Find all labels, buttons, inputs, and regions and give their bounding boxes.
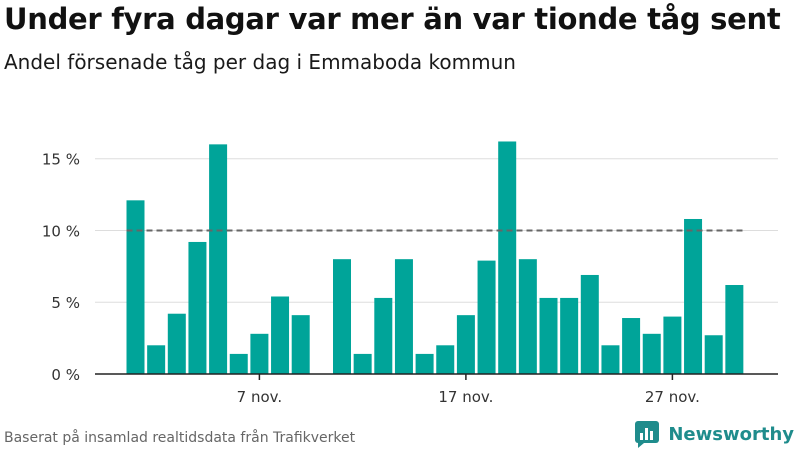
- bars: [126, 141, 744, 374]
- y-tick-label: 5 %: [51, 294, 80, 312]
- y-tick-label: 10 %: [42, 222, 80, 240]
- bar: [560, 297, 579, 374]
- bar: [188, 241, 207, 374]
- bar: [229, 353, 248, 374]
- bar: [580, 274, 599, 374]
- bar: [167, 313, 186, 374]
- bar: [725, 285, 744, 374]
- bar: [477, 260, 496, 374]
- brand-logo: Newsworthy: [634, 419, 794, 449]
- brand-name: Newsworthy: [668, 423, 794, 445]
- bar: [663, 316, 682, 374]
- newsworthy-logo-icon: [635, 421, 660, 448]
- bar: [291, 315, 310, 374]
- bar: [271, 296, 290, 374]
- x-tick-label: 7 nov.: [237, 388, 282, 406]
- bar: [642, 333, 661, 374]
- bar: [498, 141, 517, 374]
- bar: [333, 259, 351, 374]
- bar: [601, 345, 620, 374]
- y-axis-ticks: 0 % 5 % 10 % 15 %: [42, 151, 80, 384]
- source-note: Baserat på insamlad realtidsdata från Tr…: [4, 430, 356, 446]
- bar: [456, 315, 475, 374]
- bar: [374, 297, 393, 374]
- bar: [209, 144, 228, 374]
- y-tick-label: 15 %: [42, 151, 80, 169]
- bar: [622, 318, 641, 374]
- x-tick-label: 27 nov.: [645, 388, 700, 406]
- bar: [126, 200, 145, 374]
- chart-title: Under fyra dagar var mer än var tionde t…: [4, 2, 781, 36]
- bar: [436, 345, 455, 374]
- chart-subtitle: Andel försenade tåg per dag i Emmaboda k…: [4, 50, 516, 74]
- bar: [518, 259, 537, 374]
- bar: [704, 335, 723, 374]
- bar: [250, 333, 269, 374]
- x-axis: 7 nov. 17 nov. 27 nov.: [95, 373, 778, 406]
- y-tick-label: 0 %: [51, 366, 80, 384]
- bar: [147, 345, 166, 374]
- bar: [394, 259, 413, 374]
- bar: [539, 297, 558, 374]
- bar: [353, 353, 372, 374]
- bar: [415, 353, 434, 374]
- bar: [684, 218, 703, 374]
- x-tick-label: 17 nov.: [438, 388, 493, 406]
